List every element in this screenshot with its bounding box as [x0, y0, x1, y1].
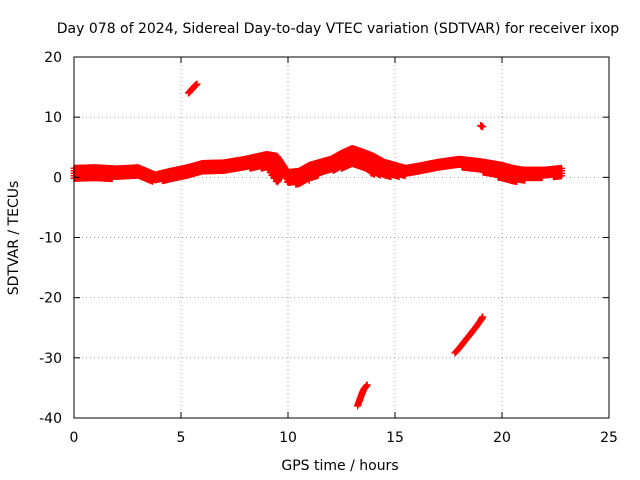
y-tick-label: -10	[39, 231, 62, 247]
data-points	[70, 80, 566, 410]
x-tick-label: 0	[70, 430, 79, 446]
x-tick-label: 15	[386, 430, 404, 446]
x-tick-label: 10	[279, 430, 297, 446]
y-tick-label: -30	[39, 351, 62, 367]
x-axis-label: GPS time / hours	[281, 458, 398, 474]
y-tick-label: 20	[44, 50, 62, 66]
x-tick-label: 5	[177, 430, 186, 446]
y-tick-label: -40	[39, 411, 62, 427]
x-tick-label: 20	[493, 430, 511, 446]
x-tick-label: 25	[600, 430, 618, 446]
y-tick-label: -20	[39, 291, 62, 307]
axis-ticks: 0 5 10 15 20 25 -40 -30 -20 -10 0 10 20	[39, 50, 618, 446]
y-tick-label: 10	[44, 110, 62, 126]
grid-lines	[74, 57, 609, 418]
y-tick-label: 0	[53, 170, 62, 186]
y-axis-label: SDTVAR / TECUs	[6, 181, 22, 296]
chart-title: Day 078 of 2024, Sidereal Day-to-day VTE…	[57, 21, 620, 37]
